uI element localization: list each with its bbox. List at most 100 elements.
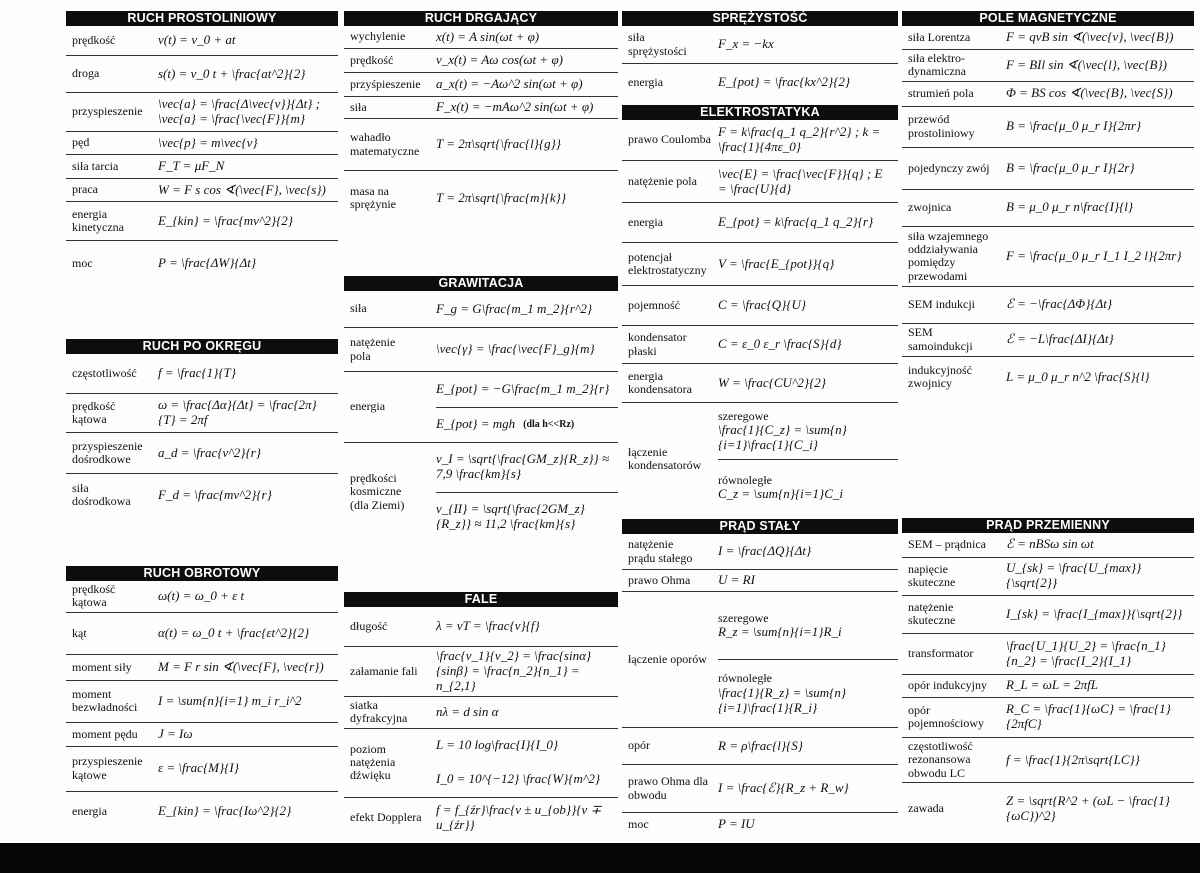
formula-label: prędkość (72, 32, 116, 47)
formula-cell: L = μ_0 μ_r n^2 \frac{S}{l} (1006, 357, 1194, 398)
formula-label: moc (72, 255, 93, 270)
formula-label: siła elektro- dynamiczna (908, 51, 966, 79)
formula-cell: B = \frac{μ_0 μ_r I}{2πr} (1006, 107, 1194, 147)
formula-wrap: I = \frac{ℰ}{R_z + R_w} (718, 780, 894, 796)
formula-row: prędkość v_x(t) = Aω cos(ωt + φ) (344, 49, 618, 73)
section-ruch-prostoliniowy: RUCH PROSTOLINIOWY prędkość v(t) = v_0 + a… (66, 11, 338, 286)
formula-row: siła sprężystości F_x = −kx (622, 26, 898, 64)
formula-row: siatka dyfrakcyjna nλ = d sin α (344, 697, 618, 729)
section-title: RUCH OBROTOWY (66, 566, 338, 581)
formula: f = \frac{1}{T} (158, 365, 236, 381)
formula-cell: f = f_{źr}\frac{v ± u_{ob}}{v ∓ u_{źr}} (436, 798, 618, 838)
formula-label: opór indukcyjny (908, 678, 987, 693)
formula-cell: P = \frac{ΔW}{Δt} (158, 241, 338, 286)
formula-wrap: a_d = \frac{v^2}{r} (158, 445, 334, 461)
formula: ω = \frac{Δα}{Δt} = \frac{2π}{T} = 2πf (158, 397, 317, 427)
formula-wrap: \frac{1}{C_z} = \sum{n}{i=1}\frac{1}{C_i… (718, 422, 894, 453)
formula: ℰ = nBSω sin ωt (1006, 536, 1094, 552)
formula-cell: \frac{v_1}{v_2} = \frac{sinα}{sinβ} = \f… (436, 647, 618, 696)
formula-wrap: J = Iω (158, 726, 334, 742)
formula-cell: F_x(t) = −mAω^2 sin(ωt + φ) (436, 97, 618, 118)
formula-wrap: E_{kin} = \frac{Iω^2}{2} (158, 803, 334, 819)
formula-wrap: v_x(t) = Aω cos(ωt + φ) (436, 52, 614, 68)
formula-line: U = RI (718, 570, 898, 591)
section-title: RUCH PO OKRĘGU (66, 339, 338, 354)
formula: I = \sum{n}{i=1} m_i r_i^2 (158, 692, 302, 708)
formula-label: zawada (908, 801, 944, 816)
formula-line: s(t) = v_0 t + \frac{at^2}{2} (158, 56, 338, 92)
formula-line: \vec{E} = \frac{\vec{F}}{q} ; E = \frac{… (718, 161, 898, 202)
formula-cell: \vec{γ} = \frac{\vec{F}_g}{m} (436, 328, 618, 371)
formula-line: I_{sk} = \frac{I_{max}}{\sqrt{2}} (1006, 596, 1194, 633)
formula-line: I = \frac{ℰ}{R_z + R_w} (718, 765, 898, 812)
section-prad-przemienny: PRĄD PRZEMIENNY SEM – prądnica ℰ = nBSω si… (902, 517, 1194, 835)
formula-wrap: F_x(t) = −mAω^2 sin(ωt + φ) (436, 99, 614, 115)
formula: v_x(t) = Aω cos(ωt + φ) (436, 52, 563, 68)
formula-label: wychylenie (350, 29, 406, 44)
formula-line: x(t) = A sin(ωt + φ) (436, 26, 618, 48)
formula-row: prędkość kątowa ω = \frac{Δα}{Δt} = \frac… (66, 394, 338, 433)
formula-label: potencjał elektrostatyczny (628, 249, 707, 277)
formula-row: częstotliwość f = \frac{1}{T} (66, 354, 338, 394)
formula-line: U_{sk} = \frac{U_{max}}{\sqrt{2}} (1006, 558, 1194, 595)
formula-line: C = ε_0 ε_r \frac{S}{d} (718, 326, 898, 363)
formula-line: f = f_{źr}\frac{v ± u_{ob}}{v ∓ u_{źr}} (436, 798, 618, 838)
formula: E_{kin} = \frac{mv^2}{2} (158, 212, 293, 228)
formula-wrap: U = RI (718, 572, 894, 588)
formula-line: E_{pot} = mgh (dla h<<Rz) (436, 406, 618, 443)
formula-cell: a_x(t) = −Aω^2 sin(ωt + φ) (436, 73, 618, 96)
formula-row: siła F_x(t) = −mAω^2 sin(ωt + φ) (344, 97, 618, 119)
formula-cell: ε = \frac{M}{I} (158, 747, 338, 791)
formula-line: W = \frac{CU^2}{2} (718, 364, 898, 402)
formula-row: przewód prostoliniowy B = \frac{μ_0 μ_r I… (902, 107, 1194, 148)
formula-cell: \frac{U_1}{U_2} = \frac{n_1}{n_2} = \fra… (1006, 634, 1194, 674)
formula-label: pęd (72, 135, 90, 150)
formula-line: B = \frac{μ_0 μ_r I}{2r} (1006, 148, 1194, 189)
formula: \frac{U_1}{U_2} = \frac{n_1}{n_2} = \fra… (1006, 637, 1166, 668)
formula-wrap: a_x(t) = −Aω^2 sin(ωt + φ) (436, 76, 614, 92)
formula-wrap: F_x = −kx (718, 36, 894, 52)
formula-wrap: λ = vT = \frac{v}{f} (436, 618, 614, 634)
formula-label: moment bezwładności (72, 686, 138, 715)
formula-label: energia (72, 804, 108, 819)
formula-wrap: \frac{v_1}{v_2} = \frac{sinα}{sinβ} = \f… (436, 648, 614, 694)
formula-row: moc P = IU (622, 813, 898, 836)
formula-caption: równoległe (718, 472, 772, 487)
formula: M = F r sin ∢(\vec{F}, \vec{r}) (158, 658, 324, 674)
formula-row: strumień pola Φ = BS cos ∢(\vec{B}, \vec{… (902, 82, 1194, 107)
formula-wrap: ω = \frac{Δα}{Δt} = \frac{2π}{T} = 2πf (158, 397, 334, 428)
formula-cell: I = \frac{ΔQ}{Δt} (718, 534, 898, 569)
formula-cell: x(t) = A sin(ωt + φ) (436, 26, 618, 48)
formula-wrap: F = qvB sin ∢(\vec{v}, \vec{B}) (1006, 29, 1190, 45)
formula-row: transformator \frac{U_1}{U_2} = \frac{n_1… (902, 634, 1194, 675)
formula: B = \frac{μ_0 μ_r I}{2πr} (1006, 118, 1142, 134)
formula-line: J = Iω (158, 723, 338, 746)
formula-line: \vec{γ} = \frac{\vec{F}_g}{m} (436, 328, 618, 371)
formula-line: λ = vT = \frac{v}{f} (436, 607, 618, 646)
section-title: PRĄD STAŁY (622, 519, 898, 534)
formula-row: siła wzajemnego oddziaływania pomiędzy p… (902, 227, 1194, 287)
formula-wrap: F_g = G\frac{m_1 m_2}{r^2} (436, 301, 614, 317)
formula-caption: równoległe (718, 671, 772, 686)
formula-wrap: T = 2π\sqrt{\frac{l}{g}} (436, 136, 614, 152)
formula-line: ω(t) = ω_0 + ε t (158, 581, 338, 612)
formula-label: przyśpieszenie (350, 76, 421, 91)
formula: U_{sk} = \frac{U_{max}}{\sqrt{2}} (1006, 560, 1142, 591)
formula-row: moc P = \frac{ΔW}{Δt} (66, 241, 338, 286)
formula-row: załamanie fali \frac{v_1}{v_2} = \frac{si… (344, 647, 618, 697)
section-ruch-drgajacy: RUCH DRGAJĄCY wychylenie x(t) = A sin(ωt +… (344, 11, 618, 225)
formula-line: \vec{p} = m\vec{v} (158, 132, 338, 154)
formula-wrap: E_{kin} = \frac{mv^2}{2} (158, 212, 334, 229)
formula-row: poziom natężenia dźwięku L = 10 log\frac{… (344, 729, 618, 798)
formula-line: I_0 = 10^{−12} \frac{W}{m^2} (436, 763, 618, 797)
formula: C = \frac{Q}{U} (718, 297, 807, 313)
formula-wrap: W = \frac{CU^2}{2} (718, 375, 894, 391)
formula: P = IU (718, 816, 755, 832)
formula-wrap: B = \frac{μ_0 μ_r I}{2r} (1006, 160, 1190, 176)
formula-line: I = \frac{ΔQ}{Δt} (718, 534, 898, 569)
formula-row: pojemność C = \frac{Q}{U} (622, 286, 898, 326)
formula-line: α(t) = ω_0 t + \frac{εt^2}{2} (158, 613, 338, 654)
formula: x(t) = A sin(ωt + φ) (436, 28, 540, 44)
formula-label: energia (350, 399, 386, 414)
formula-cell: E_{kin} = \frac{mv^2}{2} (158, 202, 338, 240)
